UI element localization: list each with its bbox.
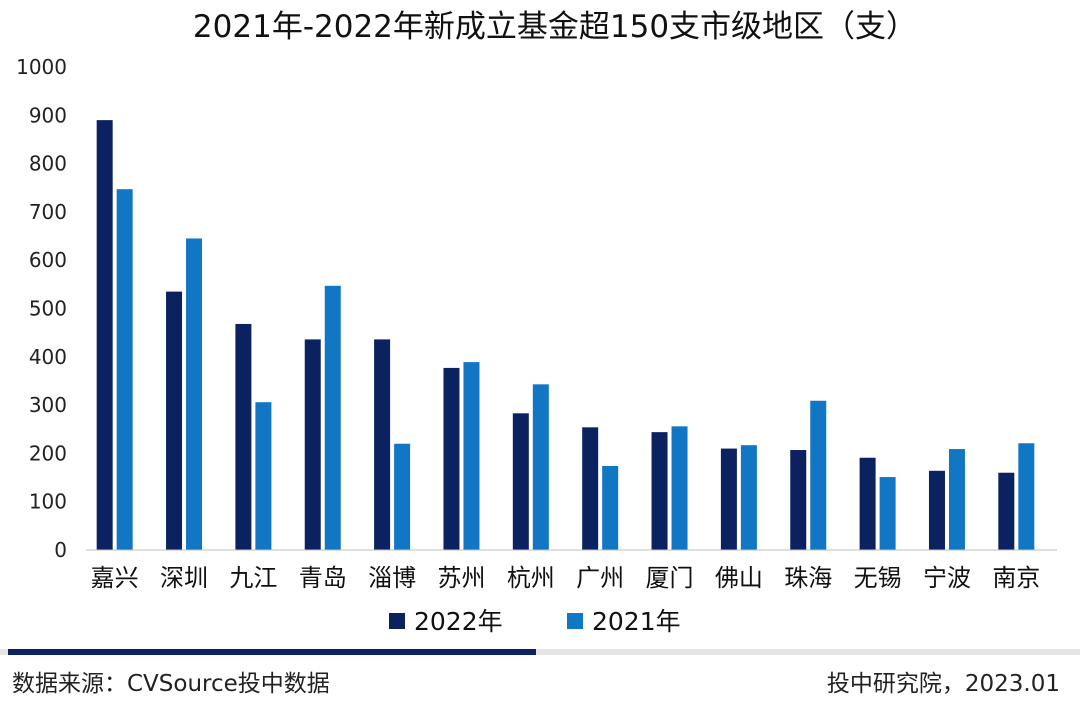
bar-2021	[602, 465, 619, 550]
bar-2022	[304, 339, 321, 550]
bar-2021	[116, 189, 133, 550]
x-category-label: 深圳	[160, 564, 208, 592]
y-tick-label: 200	[29, 441, 67, 465]
footer: 数据来源：CVSource投中数据 投中研究院，2023.01	[0, 649, 1080, 697]
legend-label-2021: 2021年	[592, 607, 681, 636]
y-tick-label: 700	[29, 200, 67, 224]
bar-2022	[928, 470, 945, 550]
x-category-label: 淄博	[368, 564, 416, 592]
y-tick-label: 400	[29, 345, 67, 369]
credit-note: 投中研究院，2023.01	[827, 671, 1060, 697]
bar-2022	[859, 457, 876, 550]
bars-group	[96, 120, 1035, 550]
bar-2022	[790, 450, 807, 550]
bar-2021	[1018, 443, 1035, 550]
y-tick-label: 800	[29, 152, 67, 176]
y-tick-label: 300	[29, 393, 67, 417]
y-tick-label: 500	[29, 297, 67, 321]
legend: 2022年 2021年	[389, 607, 681, 636]
bar-2021	[186, 238, 203, 550]
y-tick-label: 900	[29, 103, 67, 127]
x-category-label: 南京	[992, 564, 1040, 592]
x-axis-categories: 嘉兴 深圳 九江 青岛 淄博 苏州 杭州 广州 厦门 佛山 珠海 无锡 宁波 南京	[91, 564, 1041, 592]
x-category-label: 青岛	[299, 564, 347, 592]
bar-2022	[651, 432, 668, 550]
bar-2021	[879, 477, 896, 550]
bar-2021	[394, 443, 411, 550]
y-tick-label: 1000	[16, 55, 67, 79]
bar-2021	[255, 402, 272, 550]
bar-2022	[235, 323, 252, 550]
y-tick-label: 600	[29, 248, 67, 272]
bar-2022	[374, 339, 391, 550]
bar-2022	[582, 427, 599, 550]
footer-divider-track	[0, 649, 1080, 655]
chart-title: 2021年-2022年新成立基金超150支市级地区（支）	[193, 9, 917, 45]
x-category-label: 广州	[576, 564, 624, 592]
bar-2021	[324, 285, 341, 550]
footer-divider-accent	[8, 649, 536, 655]
bar-2022	[96, 120, 113, 550]
bar-2021	[810, 400, 827, 550]
x-category-label: 佛山	[715, 564, 763, 592]
bar-2022	[443, 367, 460, 550]
legend-label-2022: 2022年	[414, 607, 503, 636]
x-category-label: 苏州	[437, 564, 485, 592]
x-category-label: 厦门	[646, 564, 694, 592]
legend-swatch-2022	[389, 613, 405, 629]
y-tick-label: 100	[29, 490, 67, 514]
bar-2022	[720, 448, 737, 550]
x-category-label: 珠海	[784, 564, 832, 592]
source-note: 数据来源：CVSource投中数据	[12, 671, 330, 697]
bar-2021	[532, 384, 549, 550]
x-category-label: 九江	[229, 564, 277, 592]
bar-2021	[948, 449, 965, 550]
bar-2021	[740, 445, 757, 550]
bar-2022	[512, 413, 529, 550]
bar-2021	[463, 362, 480, 550]
x-category-label: 嘉兴	[91, 564, 139, 592]
x-category-label: 杭州	[507, 564, 555, 592]
y-axis-ticks: 0 100 200 300 400 500 600 700 800 900 1000	[16, 55, 67, 562]
bar-2021	[671, 426, 688, 550]
bar-2022	[166, 291, 183, 550]
y-tick-label: 0	[54, 538, 67, 562]
x-category-label: 无锡	[854, 564, 902, 592]
legend-swatch-2021	[567, 613, 583, 629]
x-category-label: 宁波	[923, 564, 971, 592]
bar-2022	[998, 472, 1015, 550]
